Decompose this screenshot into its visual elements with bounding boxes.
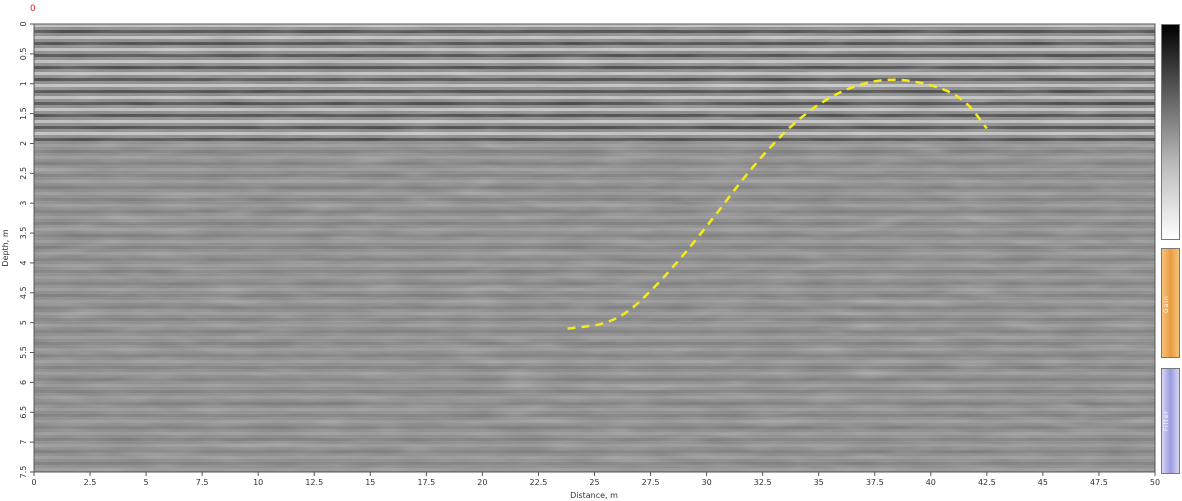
filter-label: Filter — [1163, 410, 1170, 432]
y-tick-label: 0.5 — [19, 47, 28, 60]
y-axis: 0 0.5 1 1.5 2 2.5 3 3.5 4 4.5 5 5.5 6 6.5 7 7.5 — [19, 21, 34, 478]
x-axis-title: Distance, m — [570, 491, 618, 500]
y-tick-label: 6.5 — [19, 406, 28, 419]
x-tick-label: 35 — [814, 478, 824, 487]
y-tick-label: 4 — [19, 260, 28, 265]
x-tick-label: 27.5 — [642, 478, 660, 487]
x-tick-label: 17.5 — [417, 478, 435, 487]
x-tick-label: 10 — [253, 478, 263, 487]
x-axis: 0 2.5 5 7.5 10 12.5 15 17.5 20 22.5 25 27.5 30 32.5 35… — [31, 472, 1160, 487]
x-tick-label: 32.5 — [754, 478, 772, 487]
colorbar[interactable] — [1161, 24, 1180, 240]
y-tick-label: 7.5 — [19, 466, 28, 479]
texture-overlay — [34, 24, 1155, 472]
y-tick-label: 2.5 — [19, 167, 28, 180]
y-tick-label: 5 — [19, 320, 28, 325]
x-tick-label: 50 — [1150, 478, 1160, 487]
x-tick-label: 37.5 — [866, 478, 884, 487]
x-tick-label: 42.5 — [978, 478, 996, 487]
filter-control[interactable]: Filter — [1161, 368, 1180, 474]
x-tick-label: 25 — [589, 478, 599, 487]
y-tick-label: 3 — [19, 201, 28, 206]
x-tick-label: 40 — [926, 478, 936, 487]
y-tick-label: 4.5 — [19, 286, 28, 299]
x-tick-label: 15 — [365, 478, 375, 487]
x-tick-label: 45 — [1038, 478, 1048, 487]
gain-control[interactable]: Gain — [1161, 248, 1180, 358]
x-tick-label: 20 — [477, 478, 487, 487]
x-tick-label: 7.5 — [196, 478, 209, 487]
x-tick-label: 22.5 — [530, 478, 548, 487]
gain-label: Gain — [1163, 295, 1170, 313]
y-tick-label: 1.5 — [19, 107, 28, 120]
y-tick-label: 5.5 — [19, 346, 28, 359]
radargram-plot — [34, 24, 1155, 472]
x-tick-label: 12.5 — [305, 478, 323, 487]
x-tick-label: 47.5 — [1090, 478, 1108, 487]
y-tick-label: 0 — [19, 21, 28, 26]
y-tick-label: 2 — [19, 141, 28, 146]
y-axis-title: Depth, m — [1, 229, 10, 266]
y-tick-label: 3.5 — [19, 227, 28, 240]
y-tick-label: 6 — [19, 380, 28, 385]
x-tick-label: 0 — [31, 478, 36, 487]
x-tick-label: 30 — [702, 478, 712, 487]
corner-marker: 0 — [30, 4, 36, 14]
x-tick-label: 2.5 — [84, 478, 97, 487]
y-tick-label: 7 — [19, 440, 28, 445]
hyperbola-annotation — [567, 78, 988, 330]
y-tick-label: 1 — [19, 81, 28, 86]
x-tick-label: 5 — [144, 478, 149, 487]
